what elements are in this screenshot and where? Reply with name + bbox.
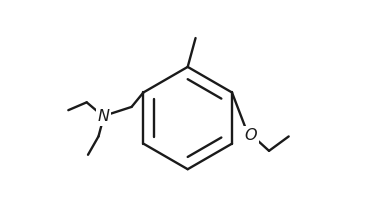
Text: O: O [244,128,257,143]
Text: N: N [98,109,110,124]
